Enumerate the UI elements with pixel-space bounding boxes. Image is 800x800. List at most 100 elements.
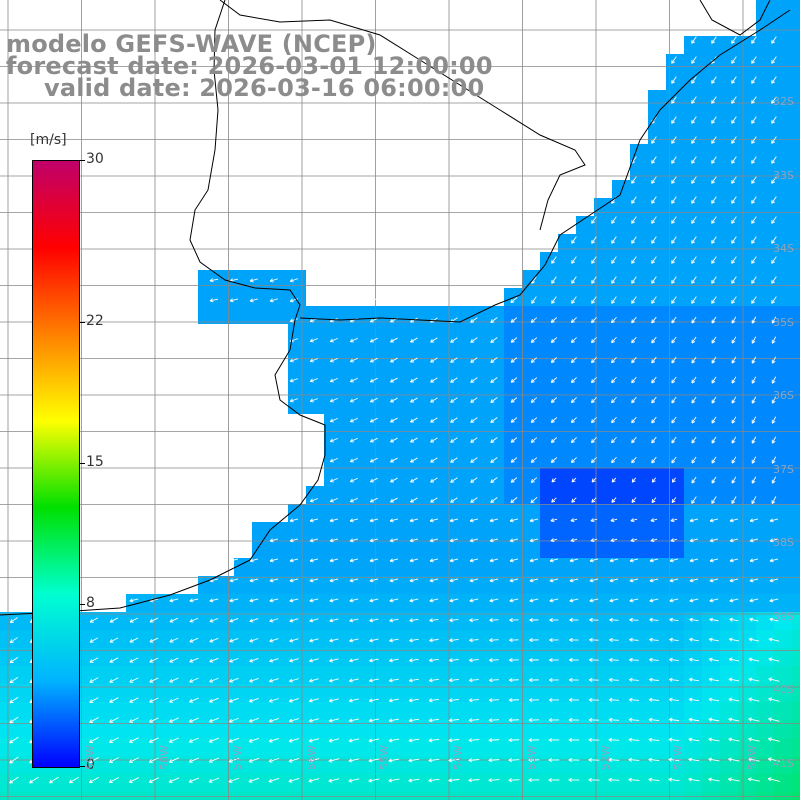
wind-speed-cell	[180, 738, 198, 756]
wind-speed-cell	[630, 180, 648, 198]
wind-speed-cell	[720, 144, 738, 162]
wind-speed-cell	[288, 792, 306, 800]
wind-arrow	[268, 757, 280, 763]
wind-arrow	[490, 357, 498, 363]
wind-speed-cell	[450, 540, 468, 558]
wind-speed-cell	[612, 486, 630, 504]
wind-speed-cell	[576, 720, 594, 738]
wind-speed-cell	[774, 342, 792, 360]
wind-speed-cell	[594, 468, 612, 486]
wind-speed-cell	[684, 684, 702, 702]
wind-arrow	[188, 737, 199, 743]
wind-arrow	[530, 337, 538, 343]
wind-speed-cell	[630, 540, 648, 558]
wind-arrow	[450, 397, 458, 403]
wind-speed-cell	[540, 702, 558, 720]
wind-speed-cell	[378, 432, 396, 450]
wind-arrow	[708, 777, 720, 782]
wind-speed-cell	[108, 774, 126, 792]
wind-arrow	[289, 578, 299, 583]
wind-speed-cell	[324, 792, 342, 800]
wind-arrow	[571, 236, 577, 244]
wind-arrow	[229, 637, 239, 643]
wind-arrow	[249, 578, 259, 583]
wind-speed-cell	[666, 468, 684, 486]
wind-speed-cell	[144, 702, 162, 720]
wind-speed-cell	[504, 288, 522, 306]
wind-arrow	[768, 637, 780, 642]
wind-speed-cell	[774, 540, 792, 558]
wind-speed-cell	[108, 684, 126, 702]
wind-arrow	[9, 617, 18, 623]
coastline	[699, 0, 771, 36]
wind-arrow	[468, 758, 480, 763]
wind-speed-cell	[720, 90, 738, 108]
wind-arrow	[369, 538, 379, 543]
wind-speed-cell	[594, 486, 612, 504]
wind-speed-cell	[486, 594, 504, 612]
wind-arrow	[688, 717, 700, 722]
wind-speed-cell	[612, 522, 630, 540]
wind-speed-cell	[198, 756, 216, 774]
wind-arrow	[128, 777, 140, 783]
wind-speed-cell	[306, 630, 324, 648]
wind-speed-cell	[684, 540, 702, 558]
wind-arrow	[611, 316, 617, 324]
wind-speed-cell	[486, 468, 504, 486]
wind-speed-cell	[558, 522, 576, 540]
wind-speed-cell	[630, 270, 648, 288]
wind-speed-cell	[648, 360, 666, 378]
wind-speed-cell	[612, 216, 630, 234]
wind-speed-cell	[432, 594, 450, 612]
wind-speed-cell	[522, 360, 540, 378]
wind-arrow	[651, 156, 657, 164]
wind-speed-cell	[720, 450, 738, 468]
wind-arrow	[129, 677, 139, 683]
wind-speed-cell	[720, 594, 738, 612]
wind-speed-cell	[198, 612, 216, 630]
wind-speed-cell	[774, 792, 792, 800]
wind-speed-cell	[306, 396, 324, 414]
coastline	[0, 0, 326, 616]
wind-arrow	[289, 678, 299, 683]
wind-speed-cell	[738, 612, 756, 630]
wind-arrow	[689, 657, 699, 662]
wind-speed-cell	[180, 792, 198, 800]
wind-speed-cell	[594, 594, 612, 612]
wind-arrow	[268, 698, 279, 703]
wind-speed-cell	[756, 360, 774, 378]
wind-arrow	[610, 538, 618, 543]
wind-speed-cell	[540, 378, 558, 396]
wind-arrow	[428, 678, 439, 683]
wind-speed-cell	[720, 234, 738, 252]
wind-arrow	[671, 456, 677, 464]
wind-speed-cell	[648, 450, 666, 468]
wind-arrow	[751, 396, 757, 404]
wind-speed-cell	[720, 720, 738, 738]
wind-arrow	[429, 658, 439, 663]
wind-speed-cell	[90, 684, 108, 702]
wind-arrow	[529, 538, 539, 543]
wind-arrow	[229, 657, 239, 663]
wind-arrow	[669, 558, 679, 563]
wind-arrow	[731, 496, 737, 504]
wind-speed-cell	[360, 378, 378, 396]
wind-arrow	[228, 737, 239, 743]
wind-speed-cell	[756, 54, 774, 72]
wind-arrow	[390, 357, 398, 363]
colorbar-tick-label: 0	[86, 757, 95, 773]
wind-speed-cell	[648, 738, 666, 756]
wind-arrow	[731, 316, 737, 324]
wind-speed-cell	[450, 378, 468, 396]
wind-speed-cell	[792, 558, 800, 576]
wind-arrow	[771, 376, 777, 384]
wind-speed-cell	[342, 594, 360, 612]
wind-speed-cell	[486, 540, 504, 558]
wind-arrow	[749, 518, 759, 523]
wind-arrow	[368, 738, 380, 743]
wind-speed-cell	[162, 630, 180, 648]
wind-arrow	[651, 236, 657, 244]
wind-speed-cell	[594, 612, 612, 630]
wind-arrow	[651, 316, 657, 324]
longitude-label: 53W	[525, 745, 538, 770]
